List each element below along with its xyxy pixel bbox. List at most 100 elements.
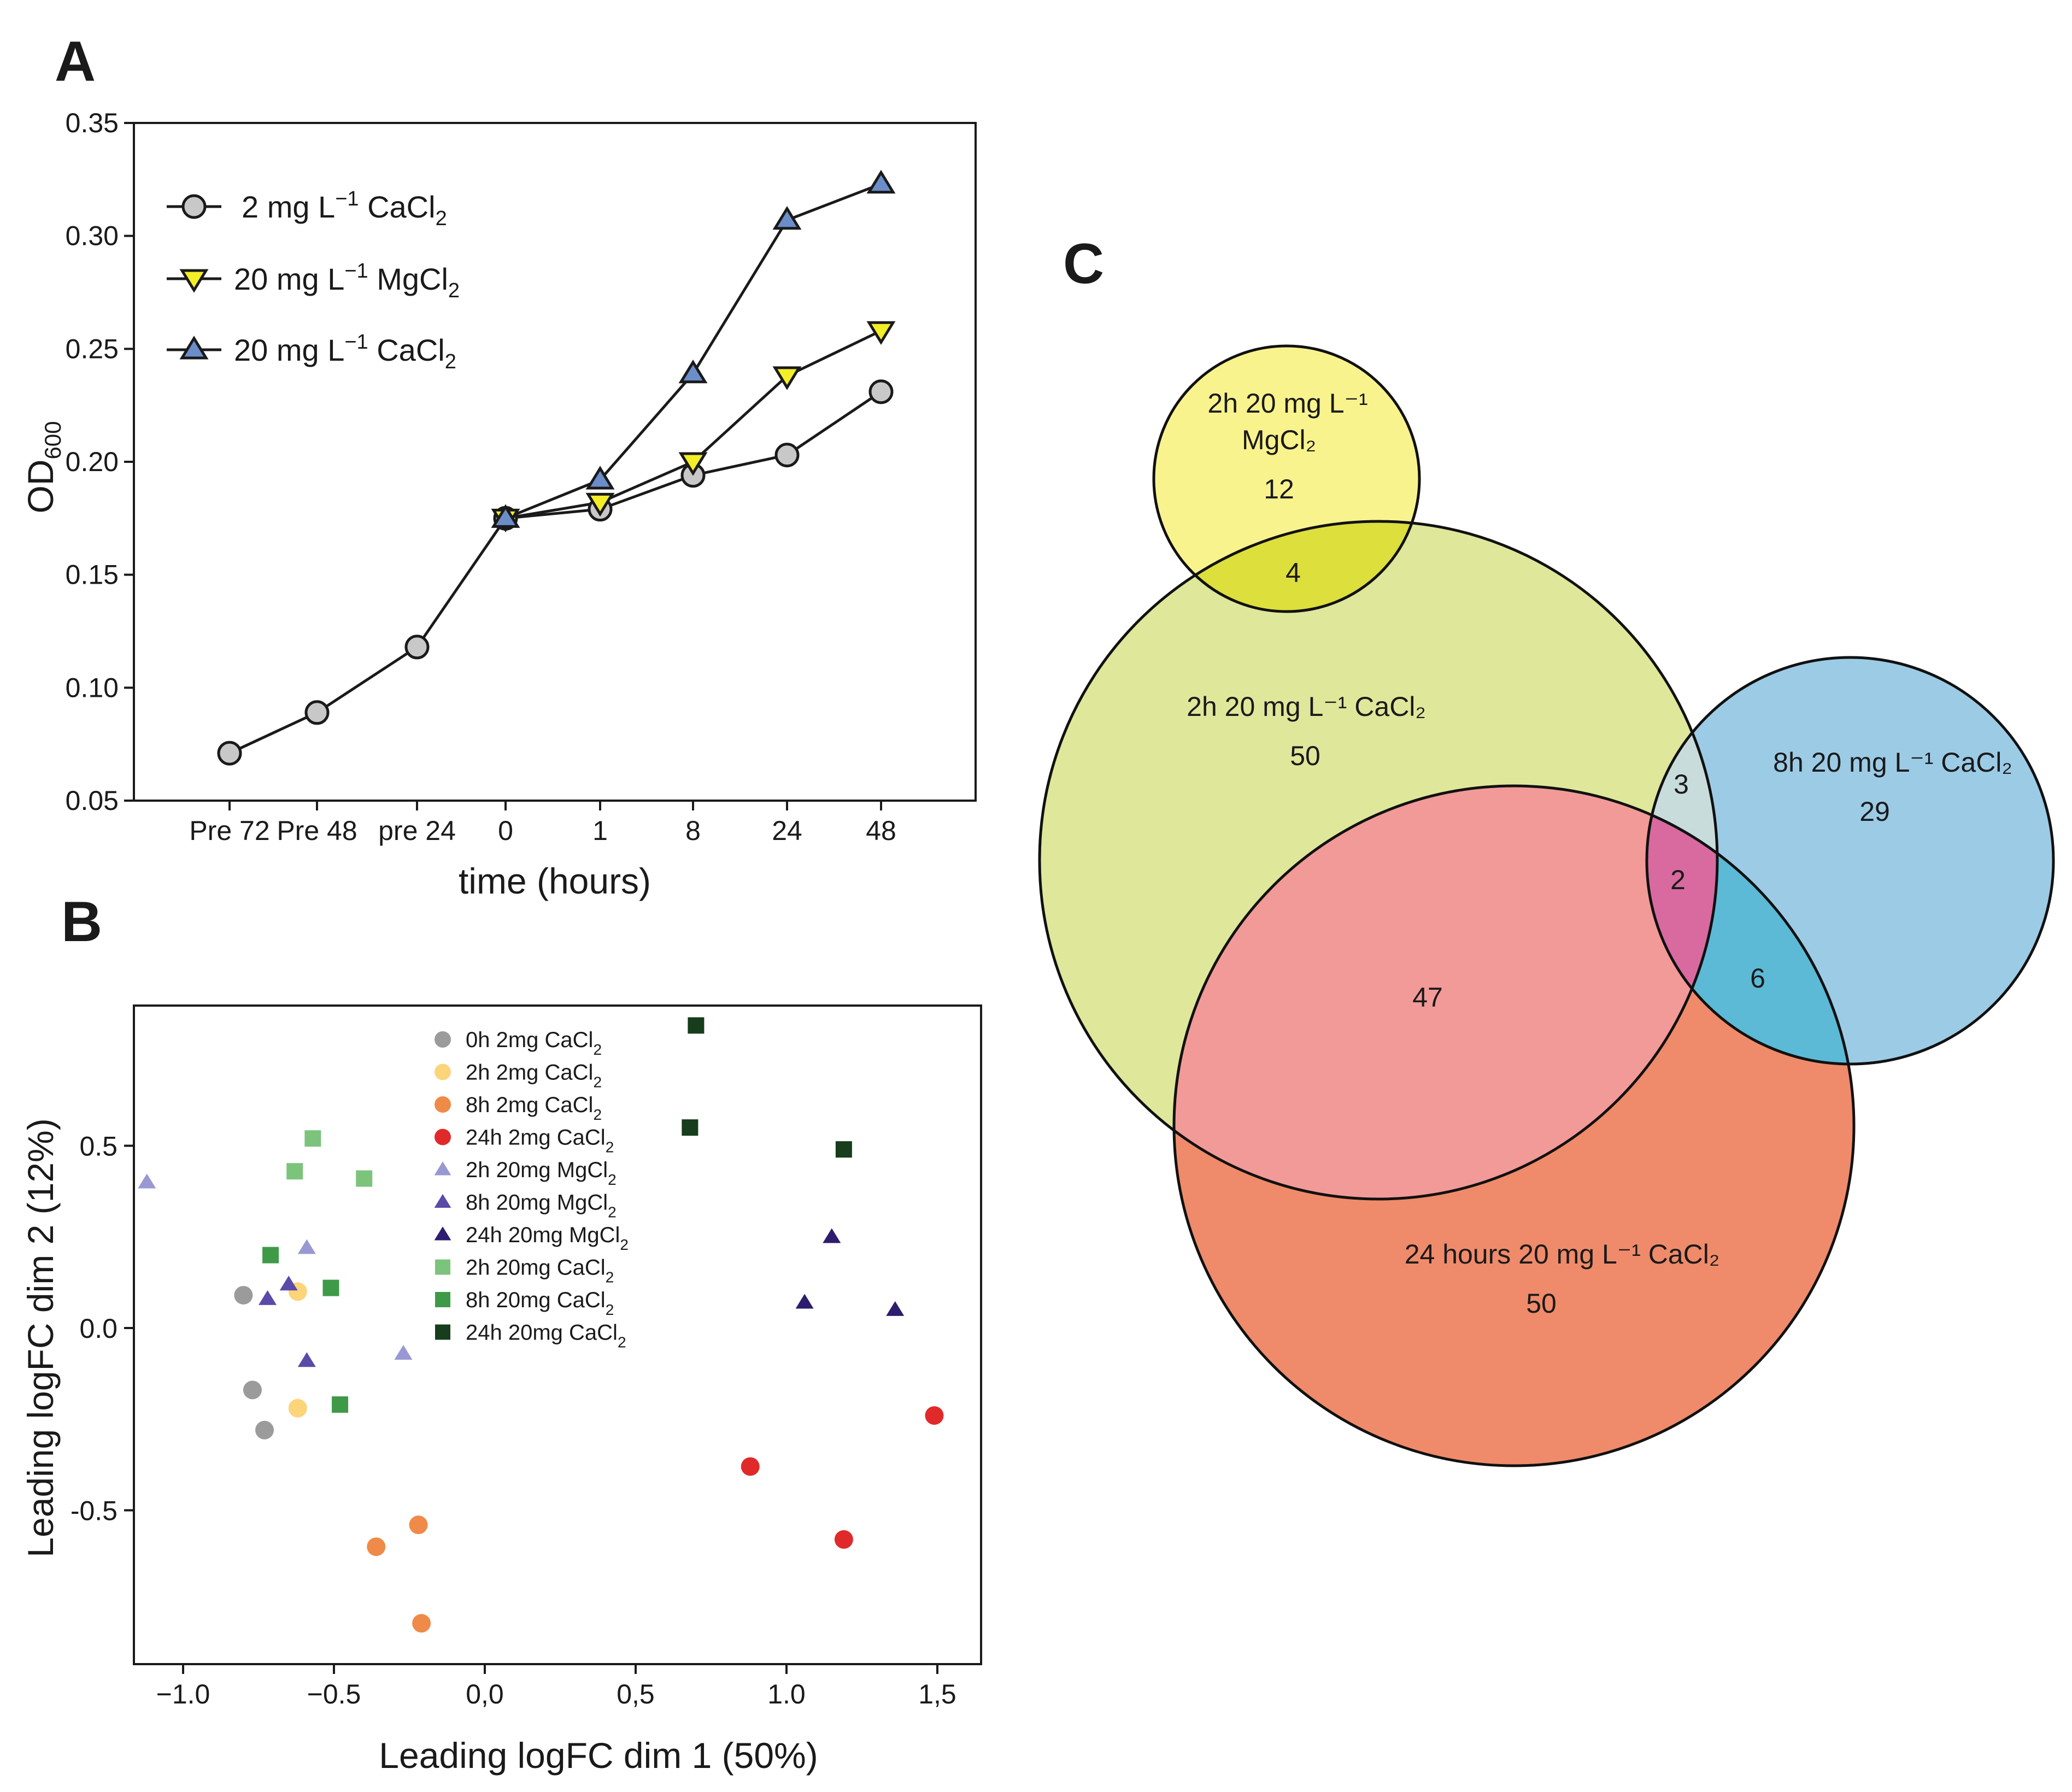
chart-b-legend-marker <box>435 1259 450 1275</box>
chart-a-legend-label: 20 mg L−1 MgCl2 <box>234 260 460 302</box>
chart-a-y-tick-label: 0.30 <box>66 221 119 251</box>
chart-b-point <box>367 1537 386 1556</box>
chart-b-point <box>834 1530 853 1549</box>
chart-b-legend-label: 8h 20mg MgCl2 <box>466 1191 617 1221</box>
chart-b-frame <box>133 1004 982 1665</box>
chart-b-point <box>259 1290 277 1305</box>
chart-a-x-tick-label: Pre 72 <box>189 815 269 846</box>
venn-count-2h-mgcl2: 12 <box>1264 474 1294 504</box>
chart-b-point <box>243 1380 262 1400</box>
chart-a-point <box>304 700 330 725</box>
chart-a-x-tick-label: 8 <box>685 815 701 846</box>
chart-a-x-tick-label: 48 <box>866 815 896 846</box>
panel-letter-a: A <box>55 30 96 93</box>
chart-a-y-ticks: 0.05 0.10 0.15 0.20 0.25 0.30 0.35 <box>66 108 134 816</box>
chart-a-x-tick-label: 1 <box>592 815 608 846</box>
venn-count-ca2h-ca8h: 3 <box>1674 769 1689 800</box>
chart-a-x-axis-title: time (hours) <box>459 861 651 901</box>
chart-b-point <box>682 1119 699 1136</box>
chart-a-y-tick-label: 0.05 <box>66 785 119 816</box>
chart-b-legend-label: 24h 20mg MgCl2 <box>466 1223 629 1253</box>
chart-b-point <box>795 1294 814 1309</box>
venn-label-2h-mgcl2-line2: MgCl₂ <box>1242 425 1316 455</box>
venn-outline-2h-cacl2 <box>1038 520 1719 1201</box>
chart-b-point <box>297 1352 316 1367</box>
chart-a-series-line <box>505 330 882 520</box>
chart-a-legend-marker <box>179 269 209 293</box>
chart-a-x-tick-label: 0 <box>498 815 513 846</box>
chart-b-point <box>835 1141 852 1158</box>
chart-b-legend-marker <box>435 1324 450 1340</box>
chart-b-x-tick-label: −1.0 <box>156 1679 210 1709</box>
chart-a-point <box>678 452 708 476</box>
venn-label-8h-cacl2: 8h 20 mg L⁻¹ CaCl₂ <box>1773 747 2012 778</box>
chart-b-x-tick-label: 0,5 <box>617 1679 655 1709</box>
chart-a: 0.05 0.10 0.15 0.20 0.25 0.30 0.35 Pre 72 Pre 4… <box>20 108 977 901</box>
chart-b-point <box>138 1173 156 1189</box>
chart-b-legend-marker <box>435 1096 451 1113</box>
chart-b-legend-marker <box>435 1292 450 1307</box>
chart-b-point <box>332 1396 349 1413</box>
venn-count-24h-cacl2: 50 <box>1526 1288 1557 1319</box>
chart-b-legend-label: 2h 2mg CaCl2 <box>466 1061 602 1091</box>
chart-b-point <box>356 1170 373 1187</box>
chart-a-point <box>772 205 802 230</box>
chart-a-point <box>491 504 520 528</box>
chart-b-legend-marker <box>435 1064 451 1080</box>
chart-b-legend-marker <box>434 1161 451 1176</box>
chart-b-legend-label: 0h 2mg CaCl2 <box>466 1028 602 1058</box>
chart-a-x-tick-label: Pre 48 <box>277 815 357 846</box>
chart-b-x-tick-label: 1,5 <box>918 1679 956 1709</box>
chart-b-y-axis-title: Leading logFC dim 2 (12%) <box>20 1118 61 1557</box>
chart-a-y-axis-title-main: OD <box>20 460 61 514</box>
chart-a-point <box>772 366 802 390</box>
chart-a-frame <box>133 122 977 802</box>
chart-b-legend-label: 24h 2mg CaCl2 <box>466 1126 614 1156</box>
chart-b-point <box>234 1285 253 1305</box>
chart-b-x-ticks: −1.0 −0.5 0,0 0,5 1.0 1,5 <box>156 1664 956 1709</box>
chart-b: 0.5 0.0 -0.5 −1.0 −0.5 0,0 0,5 1.0 1,5 0h 2mg C… <box>20 1004 982 1776</box>
chart-a-y-tick-label: 0.35 <box>66 108 119 138</box>
chart-b-legend-marker <box>434 1194 451 1208</box>
chart-b-x-tick-label: 0,0 <box>466 1679 504 1709</box>
venn-label-2h-cacl2: 2h 20 mg L⁻¹ CaCl₂ <box>1187 691 1426 722</box>
chart-a-legend-label: 20 mg L−1 CaCl2 <box>234 331 456 373</box>
chart-b-legend-label: 8h 2mg CaCl2 <box>466 1093 602 1123</box>
chart-b-point <box>394 1344 413 1360</box>
chart-b-point <box>279 1276 298 1291</box>
chart-a-point <box>868 379 894 404</box>
venn-count-ca8h-ca24h: 6 <box>1750 963 1765 994</box>
venn-count-ca2h-ca24h: 47 <box>1412 982 1443 1013</box>
venn-count-8h-cacl2: 29 <box>1859 796 1890 827</box>
chart-a-y-axis-title: OD600 <box>20 421 66 513</box>
chart-b-y-tick-label: 0.0 <box>79 1313 118 1344</box>
chart-a-x-ticks: Pre 72 Pre 48 pre 24 0 1 8 24 48 <box>189 801 896 846</box>
chart-b-point <box>322 1279 339 1296</box>
chart-a-series-line <box>228 390 882 755</box>
chart-a-point <box>866 169 896 194</box>
chart-b-point <box>297 1239 316 1254</box>
chart-a-point <box>774 443 800 468</box>
chart-a-y-axis-title-sub: 600 <box>40 421 66 459</box>
chart-a-point <box>404 634 430 660</box>
chart-a-y-tick-label: 0.15 <box>66 560 119 590</box>
chart-b-y-ticks: 0.5 0.0 -0.5 <box>71 1131 134 1526</box>
chart-c-venn: 2h 20 mg L⁻¹ MgCl₂ 12 4 2h 20 mg L⁻¹ CaC… <box>1038 344 2055 1467</box>
chart-b-point <box>304 1130 321 1147</box>
venn-count-triple: 2 <box>1670 865 1686 895</box>
chart-b-x-tick-label: 1.0 <box>767 1679 806 1709</box>
chart-b-point <box>925 1406 944 1425</box>
chart-a-point <box>866 321 896 345</box>
venn-count-mg-ca2h: 4 <box>1286 557 1301 588</box>
chart-b-points <box>138 1017 944 1633</box>
chart-a-point <box>678 360 708 384</box>
chart-b-point <box>741 1457 760 1476</box>
venn-outline-2h-mgcl2 <box>1152 344 1421 613</box>
chart-b-point <box>262 1247 279 1264</box>
panel-letter-c: C <box>1063 232 1104 296</box>
chart-a-y-tick-label: 0.25 <box>66 333 119 364</box>
chart-a-y-tick-label: 0.10 <box>66 672 119 703</box>
chart-b-legend-label: 8h 20mg CaCl2 <box>466 1288 614 1318</box>
